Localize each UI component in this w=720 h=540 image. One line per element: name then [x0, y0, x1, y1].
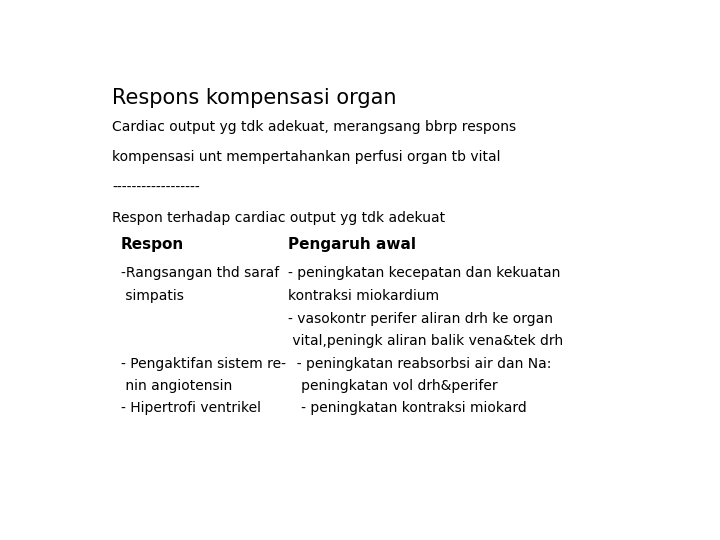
Text: - vasokontr perifer aliran drh ke organ: - vasokontr perifer aliran drh ke organ	[288, 312, 553, 326]
Text: Respons kompensasi organ: Respons kompensasi organ	[112, 87, 397, 107]
Text: Respon terhadap cardiac output yg tdk adekuat: Respon terhadap cardiac output yg tdk ad…	[112, 211, 446, 225]
Text: simpatis: simpatis	[121, 289, 184, 303]
Text: Pengaruh awal: Pengaruh awal	[288, 238, 416, 252]
Text: Respon: Respon	[121, 238, 184, 252]
Text: vital,peningk aliran balik vena&tek drh: vital,peningk aliran balik vena&tek drh	[288, 334, 563, 348]
Text: nin angiotensin: nin angiotensin	[121, 379, 232, 393]
Text: - Pengaktifan sistem re-: - Pengaktifan sistem re-	[121, 357, 286, 370]
Text: - peningkatan reabsorbsi air dan Na:: - peningkatan reabsorbsi air dan Na:	[288, 357, 552, 370]
Text: - peningkatan kecepatan dan kekuatan: - peningkatan kecepatan dan kekuatan	[288, 266, 560, 280]
Text: -Rangsangan thd saraf: -Rangsangan thd saraf	[121, 266, 279, 280]
Text: peningkatan vol drh&perifer: peningkatan vol drh&perifer	[288, 379, 498, 393]
Text: kompensasi unt mempertahankan perfusi organ tb vital: kompensasi unt mempertahankan perfusi or…	[112, 150, 501, 164]
Text: Cardiac output yg tdk adekuat, merangsang bbrp respons: Cardiac output yg tdk adekuat, merangsan…	[112, 120, 516, 134]
Text: - peningkatan kontraksi miokard: - peningkatan kontraksi miokard	[288, 401, 527, 415]
Text: kontraksi miokardium: kontraksi miokardium	[288, 289, 439, 303]
Text: ------------------: ------------------	[112, 181, 200, 195]
Text: - Hipertrofi ventrikel: - Hipertrofi ventrikel	[121, 401, 261, 415]
